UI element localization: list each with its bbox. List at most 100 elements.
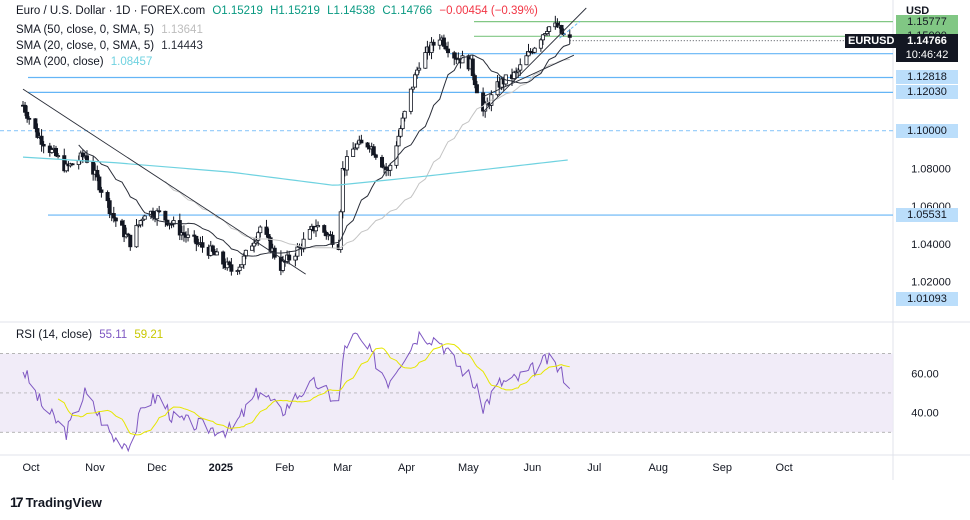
candle[interactable] bbox=[330, 234, 335, 245]
candle[interactable] bbox=[287, 254, 292, 261]
candle[interactable] bbox=[474, 84, 479, 94]
candle[interactable] bbox=[538, 39, 543, 49]
price-level-label[interactable]: 1.01093 bbox=[896, 291, 958, 306]
candle[interactable] bbox=[113, 217, 118, 222]
trendline[interactable] bbox=[22, 88, 306, 275]
candle[interactable] bbox=[301, 238, 306, 250]
candle[interactable] bbox=[446, 48, 451, 54]
candle[interactable] bbox=[241, 255, 246, 266]
candle[interactable] bbox=[111, 213, 116, 219]
candle[interactable] bbox=[140, 218, 145, 222]
price-level-label[interactable]: 1.10000 bbox=[896, 123, 958, 138]
candle[interactable] bbox=[338, 211, 343, 250]
currency-label[interactable]: USD bbox=[906, 5, 930, 17]
candle[interactable] bbox=[105, 192, 110, 202]
candle[interactable] bbox=[39, 135, 44, 145]
candle[interactable] bbox=[138, 220, 143, 226]
candle[interactable] bbox=[126, 233, 131, 236]
legend-sma50[interactable]: SMA (50, close, 0, SMA, 5) 1.13641 bbox=[16, 24, 203, 36]
projection-line[interactable] bbox=[559, 20, 581, 39]
price-level-label[interactable]: 1.05531 bbox=[896, 208, 958, 223]
candle[interactable] bbox=[417, 67, 422, 71]
candle[interactable] bbox=[41, 144, 46, 147]
candle[interactable] bbox=[250, 245, 255, 251]
candle[interactable] bbox=[227, 261, 232, 266]
candle[interactable] bbox=[373, 154, 378, 158]
legend-sma200[interactable]: SMA (200, close) 1.08457 bbox=[16, 56, 152, 68]
candle[interactable] bbox=[214, 251, 219, 256]
candle[interactable] bbox=[107, 200, 112, 215]
price-level-label[interactable]: 1.12818 bbox=[896, 70, 958, 85]
candle[interactable] bbox=[396, 135, 401, 147]
candle[interactable] bbox=[413, 74, 418, 88]
candle[interactable] bbox=[142, 215, 147, 220]
candle[interactable] bbox=[380, 156, 385, 168]
candle[interactable] bbox=[398, 128, 403, 137]
candle[interactable] bbox=[400, 117, 405, 129]
candle[interactable] bbox=[99, 189, 104, 193]
candle[interactable] bbox=[120, 220, 125, 226]
candle[interactable] bbox=[200, 242, 205, 248]
candle[interactable] bbox=[49, 149, 54, 153]
price-level-label[interactable]: 1.12030 bbox=[896, 85, 958, 100]
sma200-line[interactable] bbox=[22, 156, 568, 186]
candle[interactable] bbox=[307, 229, 312, 240]
candle[interactable] bbox=[171, 220, 176, 225]
candle[interactable] bbox=[518, 64, 523, 71]
candle[interactable] bbox=[408, 88, 413, 112]
candle[interactable] bbox=[313, 226, 318, 232]
candle[interactable] bbox=[186, 234, 191, 238]
candle[interactable] bbox=[221, 251, 226, 265]
candle[interactable] bbox=[483, 102, 488, 112]
candle[interactable] bbox=[547, 26, 552, 32]
candle[interactable] bbox=[322, 225, 327, 233]
candle[interactable] bbox=[27, 117, 32, 120]
sma50-line[interactable] bbox=[164, 59, 570, 249]
candle[interactable] bbox=[355, 143, 360, 149]
candle[interactable] bbox=[359, 139, 364, 144]
candle[interactable] bbox=[33, 118, 38, 129]
candle[interactable] bbox=[84, 155, 89, 163]
candle[interactable] bbox=[540, 34, 545, 41]
candle[interactable] bbox=[293, 255, 298, 261]
rsi-line[interactable] bbox=[22, 330, 571, 453]
candle[interactable] bbox=[351, 148, 356, 157]
candle[interactable] bbox=[95, 169, 100, 178]
candle[interactable] bbox=[252, 242, 257, 247]
candle[interactable] bbox=[264, 226, 269, 235]
candle[interactable] bbox=[431, 41, 436, 46]
candle[interactable] bbox=[410, 86, 415, 90]
current-price-tag[interactable]: 1.14766 10:46:42 bbox=[896, 33, 958, 62]
candle[interactable] bbox=[532, 47, 537, 53]
trendline[interactable] bbox=[482, 7, 587, 113]
legend-sma20[interactable]: SMA (20, close, 0, SMA, 5) 1.14443 bbox=[16, 40, 203, 52]
candle[interactable] bbox=[76, 160, 81, 165]
candle[interactable] bbox=[452, 52, 457, 59]
candle[interactable] bbox=[194, 235, 199, 245]
candle[interactable] bbox=[524, 55, 529, 66]
legend-rsi[interactable]: RSI (14, close) 55.11 59.21 bbox=[16, 329, 163, 341]
candle[interactable] bbox=[316, 225, 321, 228]
candle[interactable] bbox=[134, 224, 139, 248]
candle[interactable] bbox=[340, 167, 345, 213]
candle[interactable] bbox=[155, 210, 160, 220]
rsi-ma-line[interactable] bbox=[57, 343, 570, 436]
price-level-label[interactable]: 1.15777 bbox=[896, 14, 958, 29]
candle[interactable] bbox=[266, 234, 271, 239]
candle[interactable] bbox=[210, 245, 215, 252]
candle[interactable] bbox=[470, 58, 475, 76]
candle[interactable] bbox=[371, 146, 376, 156]
sma20-line[interactable] bbox=[78, 43, 570, 257]
candle[interactable] bbox=[237, 266, 242, 271]
candle[interactable] bbox=[441, 37, 446, 47]
candle[interactable] bbox=[344, 156, 349, 171]
candle[interactable] bbox=[295, 246, 300, 257]
candle[interactable] bbox=[70, 163, 75, 166]
candle[interactable] bbox=[56, 155, 61, 158]
candle[interactable] bbox=[229, 264, 234, 272]
candle[interactable] bbox=[443, 45, 448, 50]
candle[interactable] bbox=[128, 234, 133, 248]
candle[interactable] bbox=[567, 34, 572, 38]
candle[interactable] bbox=[437, 39, 442, 46]
